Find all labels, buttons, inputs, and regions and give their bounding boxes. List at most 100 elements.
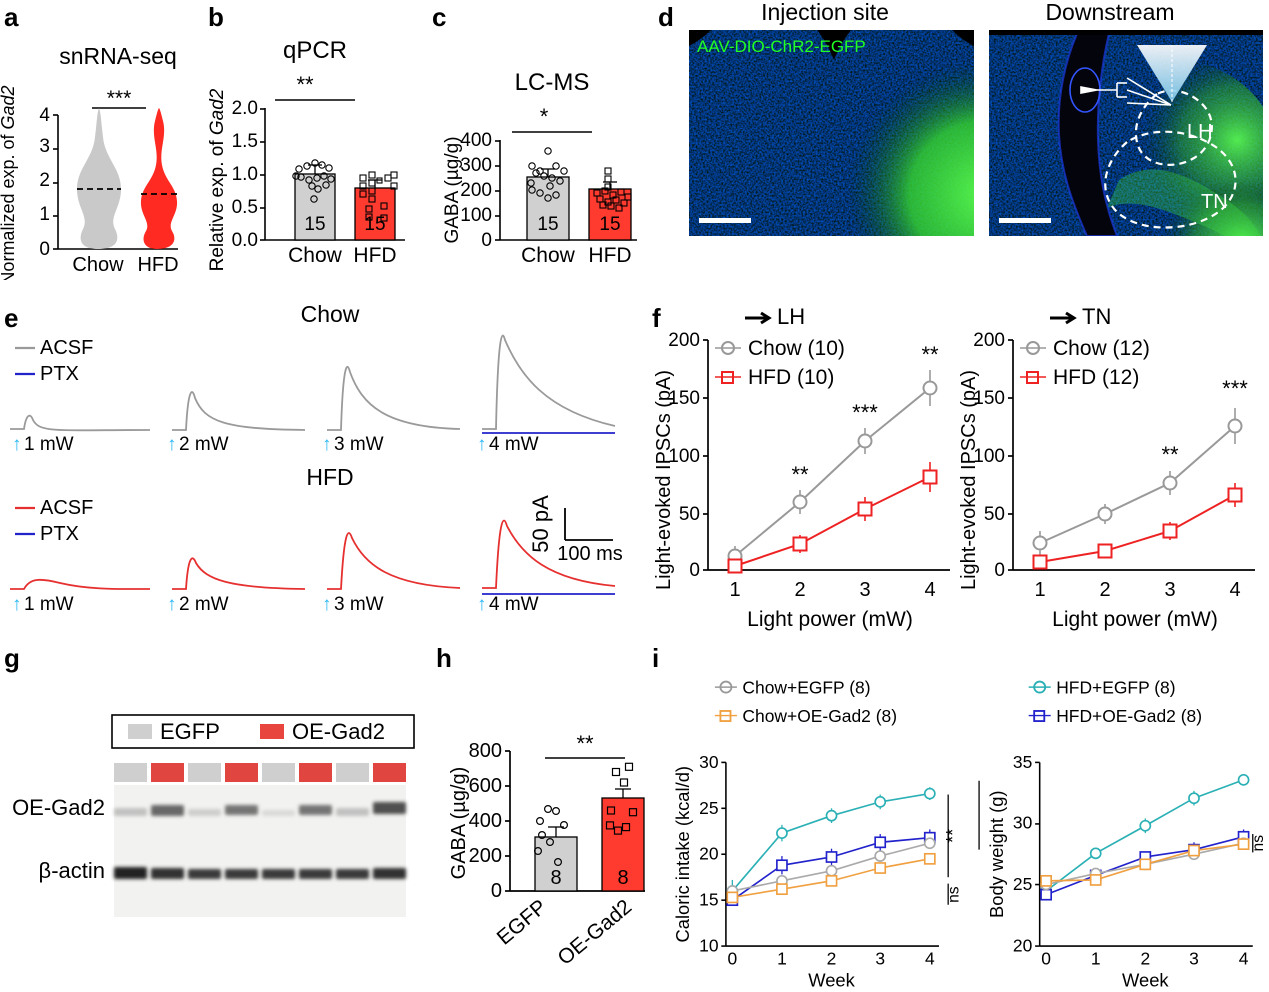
svg-text:β-actin: β-actin [39, 858, 105, 883]
svg-text:Chow: Chow [521, 244, 576, 267]
svg-text:**: ** [296, 72, 314, 97]
svg-text:4: 4 [924, 579, 935, 601]
svg-text:Light-evoked IPSCs (pA): Light-evoked IPSCs (pA) [958, 370, 980, 590]
svg-text:1.0: 1.0 [232, 164, 258, 185]
svg-text:OE-Gad2: OE-Gad2 [12, 795, 105, 820]
svg-text:3 mW: 3 mW [334, 434, 384, 455]
svg-text:Chow+EGFP (8): Chow+EGFP (8) [742, 678, 870, 698]
svg-text:TN: TN [1201, 191, 1228, 213]
svg-text:Light power (mW): Light power (mW) [747, 608, 913, 631]
svg-text:GABA (µg/g): GABA (µg/g) [448, 767, 470, 880]
svg-text:20: 20 [699, 844, 719, 864]
svg-text:ACSF: ACSF [40, 497, 93, 519]
svg-text:35: 35 [1013, 752, 1032, 772]
svg-text:0: 0 [689, 560, 700, 581]
svg-text:Chow+OE-Gad2 (8): Chow+OE-Gad2 (8) [742, 706, 897, 726]
svg-text:15: 15 [599, 214, 620, 235]
svg-text:4 mW: 4 mW [489, 594, 539, 615]
svg-text:1: 1 [39, 204, 50, 225]
svg-text:Injection site: Injection site [761, 0, 889, 25]
svg-text:3 mW: 3 mW [334, 594, 384, 615]
svg-text:2: 2 [39, 170, 50, 191]
svg-text:TN: TN [1082, 304, 1111, 329]
svg-text:Chow: Chow [288, 244, 343, 267]
svg-text:**: ** [1161, 442, 1179, 467]
svg-text:8: 8 [617, 867, 628, 889]
svg-text:0: 0 [1041, 948, 1051, 968]
svg-text:HFD: HFD [588, 244, 631, 267]
svg-text:Body weight (g): Body weight (g) [986, 790, 1007, 918]
svg-text:400: 400 [469, 810, 502, 832]
svg-text:200: 200 [668, 330, 700, 351]
svg-text:0: 0 [481, 230, 492, 251]
svg-text:0.5: 0.5 [232, 197, 258, 218]
svg-text:EGFP: EGFP [160, 719, 220, 744]
svg-text:600: 600 [469, 775, 502, 797]
svg-text:EGFP: EGFP [493, 895, 552, 949]
svg-text:**: ** [576, 731, 594, 756]
svg-text:↑: ↑ [477, 594, 487, 615]
svg-text:2: 2 [827, 948, 837, 968]
svg-text:**: ** [791, 462, 809, 487]
svg-text:2: 2 [1099, 579, 1110, 601]
svg-text:OE-Gad2: OE-Gad2 [292, 719, 385, 744]
svg-text:0: 0 [727, 948, 737, 968]
svg-text:3: 3 [875, 948, 885, 968]
svg-text:300: 300 [460, 155, 492, 176]
svg-text:Light power (mW): Light power (mW) [1052, 608, 1218, 631]
svg-text:4: 4 [1229, 579, 1240, 601]
svg-text:HFD: HFD [137, 254, 178, 276]
svg-text:4 mW: 4 mW [489, 434, 539, 455]
svg-text:snRNA-seq: snRNA-seq [59, 43, 177, 69]
svg-text:Chow (10): Chow (10) [748, 337, 845, 360]
svg-text:8: 8 [550, 867, 561, 889]
svg-text:HFD+OE-Gad2 (8): HFD+OE-Gad2 (8) [1056, 706, 1202, 726]
svg-text:4: 4 [925, 948, 935, 968]
svg-text:OE-Gad2: OE-Gad2 [553, 895, 636, 970]
svg-text:↑: ↑ [322, 594, 332, 615]
svg-text:HFD: HFD [306, 464, 353, 490]
svg-text:***: *** [852, 400, 878, 425]
svg-text:Week: Week [1122, 969, 1169, 990]
svg-text:HFD: HFD [353, 244, 396, 267]
svg-text:200: 200 [973, 330, 1005, 351]
svg-text:Week: Week [808, 969, 855, 990]
svg-text:25: 25 [1013, 874, 1032, 894]
svg-text:LC-MS: LC-MS [515, 69, 590, 96]
svg-text:2.0: 2.0 [232, 98, 258, 119]
svg-text:100: 100 [460, 205, 492, 226]
svg-text:3: 3 [1189, 948, 1199, 968]
svg-text:ACSF: ACSF [40, 337, 93, 359]
svg-text:400: 400 [460, 130, 492, 151]
svg-text:15: 15 [537, 214, 558, 235]
svg-text:25: 25 [699, 798, 718, 818]
svg-text:AAV-DIO-ChR2-EGFP: AAV-DIO-ChR2-EGFP [697, 37, 866, 56]
svg-text:LH: LH [777, 304, 805, 329]
svg-text:1: 1 [1034, 579, 1045, 601]
svg-text:↑: ↑ [322, 434, 332, 455]
svg-text:0: 0 [39, 239, 50, 260]
svg-text:PTX: PTX [40, 523, 79, 545]
svg-text:4: 4 [1239, 948, 1249, 968]
svg-text:PTX: PTX [40, 363, 79, 385]
svg-text:50: 50 [984, 504, 1005, 525]
svg-text:↑: ↑ [167, 434, 177, 455]
svg-text:HFD (12): HFD (12) [1053, 366, 1139, 389]
svg-text:Chow: Chow [72, 254, 124, 276]
svg-text:Chow (12): Chow (12) [1053, 337, 1150, 360]
svg-text:15: 15 [699, 890, 718, 910]
svg-text:**: ** [965, 809, 974, 823]
svg-text:800: 800 [469, 740, 502, 762]
svg-text:20: 20 [1013, 936, 1033, 956]
svg-text:Chow: Chow [301, 301, 360, 327]
svg-text:↑: ↑ [12, 434, 22, 455]
svg-text:1 mW: 1 mW [24, 594, 74, 615]
svg-text:↑: ↑ [167, 594, 177, 615]
svg-text:1: 1 [1091, 948, 1101, 968]
svg-text:2: 2 [1140, 948, 1150, 968]
svg-text:GABA (µg/g): GABA (µg/g) [442, 136, 463, 243]
svg-text:0: 0 [994, 560, 1005, 581]
svg-text:1: 1 [777, 948, 787, 968]
svg-text:↑: ↑ [12, 594, 22, 615]
svg-text:↑: ↑ [477, 434, 487, 455]
